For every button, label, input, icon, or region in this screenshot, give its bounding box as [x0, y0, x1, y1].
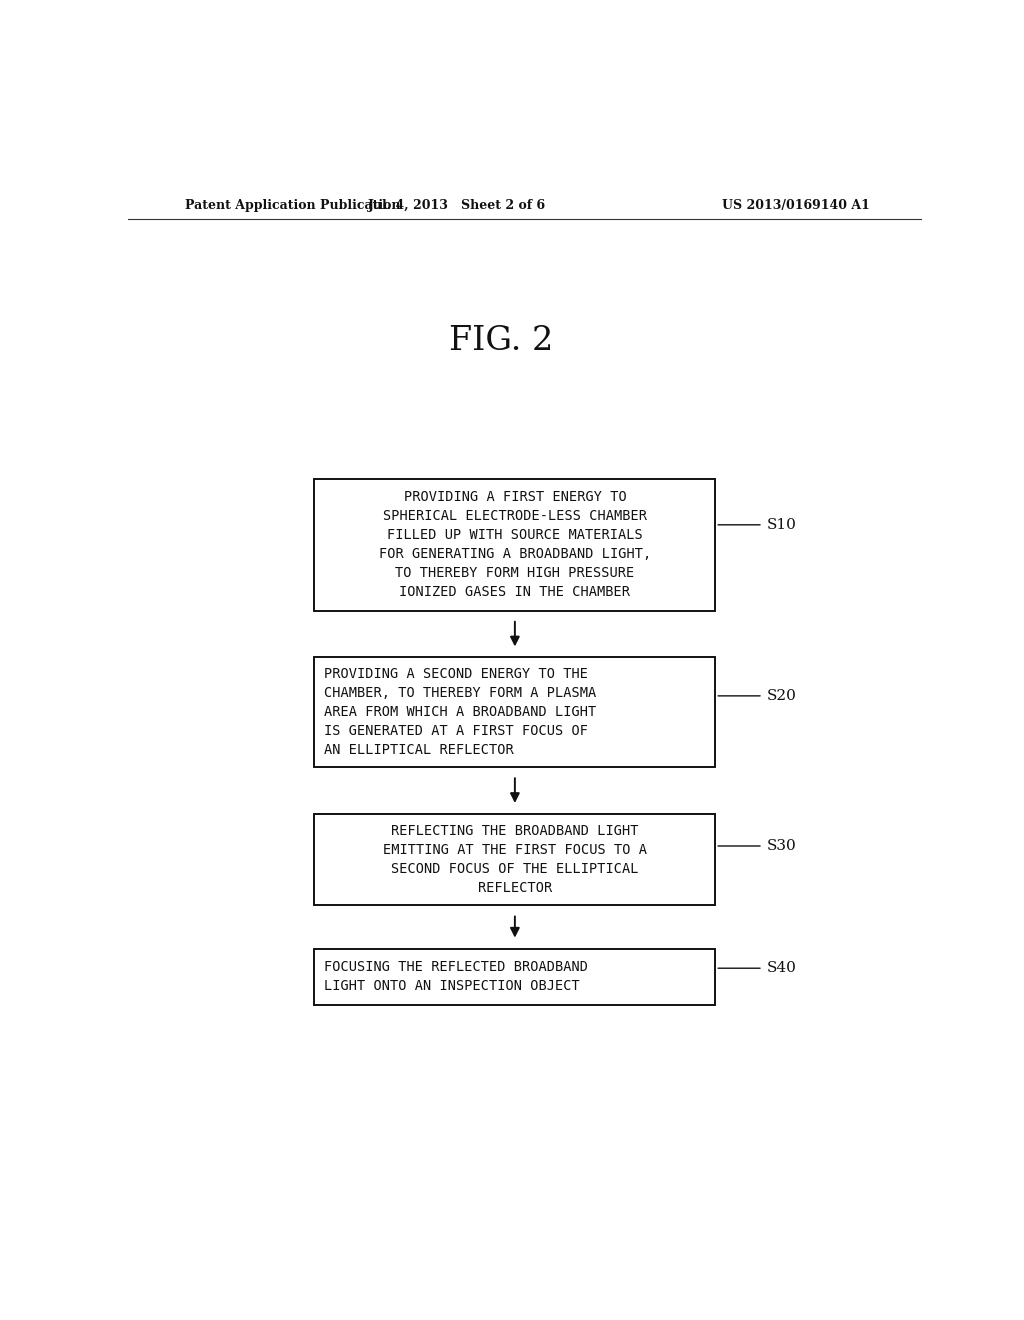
- Bar: [314, 657, 715, 767]
- Text: Patent Application Publication: Patent Application Publication: [185, 198, 400, 211]
- Text: FIG. 2: FIG. 2: [449, 325, 553, 358]
- Bar: [314, 479, 715, 611]
- Text: Jul. 4, 2013   Sheet 2 of 6: Jul. 4, 2013 Sheet 2 of 6: [369, 198, 547, 211]
- Text: S30: S30: [767, 840, 797, 853]
- Text: PROVIDING A SECOND ENERGY TO THE
CHAMBER, TO THEREBY FORM A PLASMA
AREA FROM WHI: PROVIDING A SECOND ENERGY TO THE CHAMBER…: [324, 668, 596, 758]
- Text: PROVIDING A FIRST ENERGY TO
SPHERICAL ELECTRODE-LESS CHAMBER
FILLED UP WITH SOUR: PROVIDING A FIRST ENERGY TO SPHERICAL EL…: [379, 490, 651, 599]
- Text: S20: S20: [767, 689, 797, 702]
- Text: FOCUSING THE REFLECTED BROADBAND
LIGHT ONTO AN INSPECTION OBJECT: FOCUSING THE REFLECTED BROADBAND LIGHT O…: [324, 960, 588, 993]
- Text: S10: S10: [767, 517, 797, 532]
- Text: S40: S40: [767, 961, 797, 975]
- Text: REFLECTING THE BROADBAND LIGHT
EMITTING AT THE FIRST FOCUS TO A
SECOND FOCUS OF : REFLECTING THE BROADBAND LIGHT EMITTING …: [383, 824, 647, 895]
- Bar: [314, 949, 715, 1005]
- Text: US 2013/0169140 A1: US 2013/0169140 A1: [722, 198, 870, 211]
- Bar: [314, 814, 715, 906]
